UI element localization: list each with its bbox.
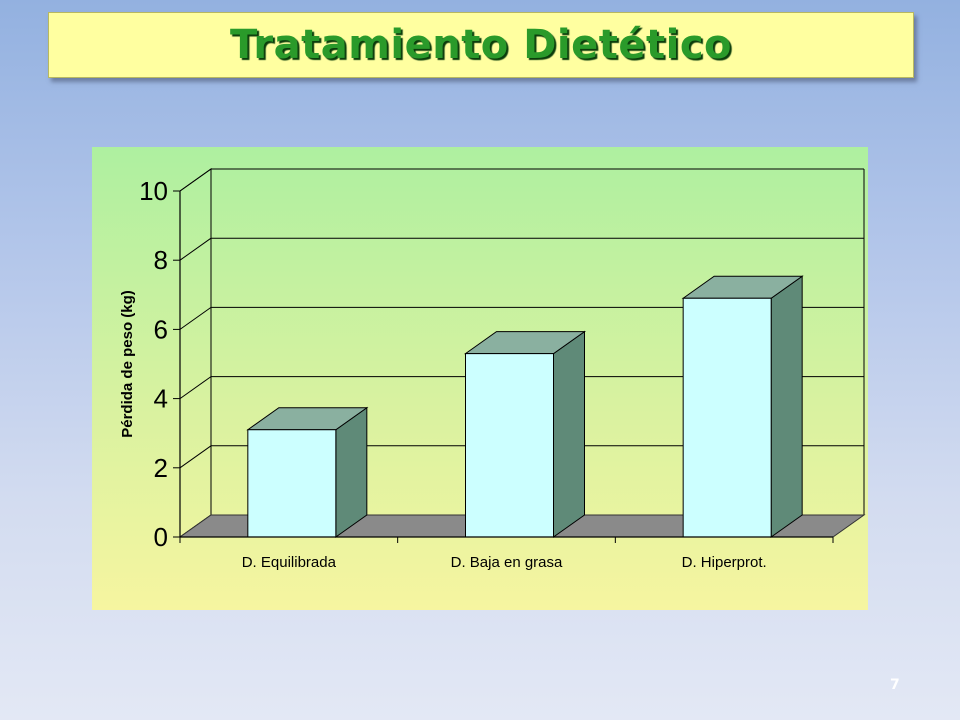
- chart-area: 0 2 4 6 8 10 D. Equilibrada D. Baja en grasa D. …: [92, 147, 868, 610]
- page-number: 7: [890, 677, 900, 693]
- bar-side: [553, 330, 585, 538]
- category-label: D. Equilibrada: [242, 554, 337, 571]
- bar-side: [770, 275, 803, 538]
- y-tick-label: 4: [154, 384, 168, 414]
- y-tick-label: 0: [154, 522, 168, 552]
- y-tick-label: 8: [154, 245, 168, 275]
- bar-chart: 0 2 4 6 8 10 D. Equilibrada D. Baja en grasa D. …: [119, 168, 866, 571]
- gridline-side: [179, 237, 212, 261]
- gridline-side: [179, 306, 212, 330]
- y-axis-label: Pérdida de peso (kg): [119, 290, 136, 438]
- gridline-side: [179, 445, 212, 469]
- bar-side: [335, 406, 368, 538]
- bar: [465, 353, 554, 538]
- y-tick-label: 2: [154, 453, 168, 483]
- bar: [247, 429, 337, 538]
- y-tick-label: 10: [139, 176, 168, 206]
- bar: [682, 297, 772, 538]
- side-wall: [179, 168, 212, 538]
- y-tick-label: 6: [154, 314, 168, 344]
- category-label: D. Hiperprot.: [682, 554, 767, 571]
- title-box: Tratamiento Dietético: [48, 12, 914, 78]
- gridline-side: [179, 376, 212, 400]
- slide-title: Tratamiento Dietético: [229, 22, 733, 68]
- gridline-side: [179, 168, 212, 192]
- category-label: D. Baja en grasa: [451, 554, 563, 571]
